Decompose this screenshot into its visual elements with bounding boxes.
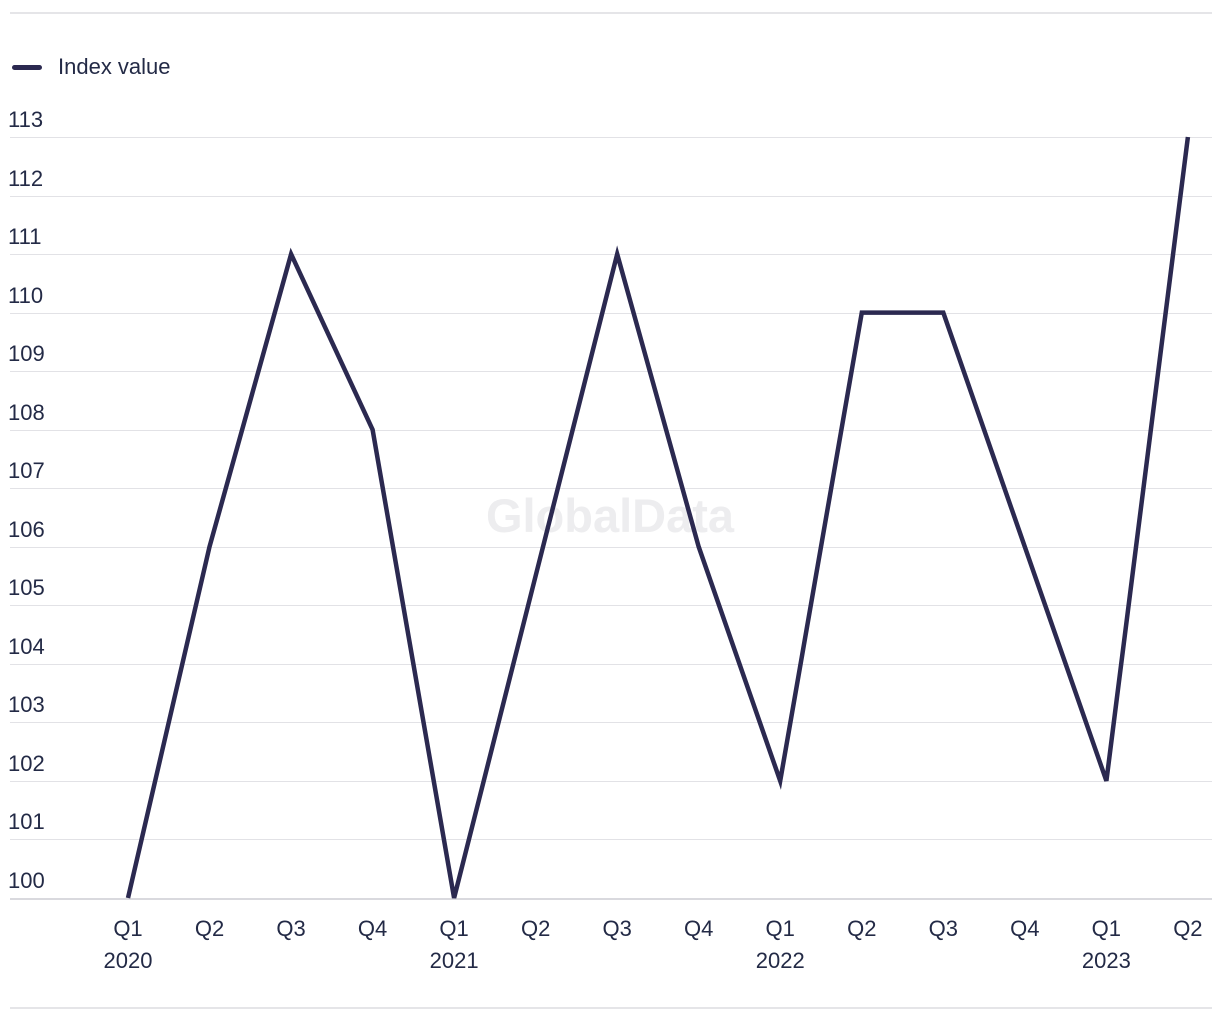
gridline — [10, 839, 1212, 841]
y-axis-label: 105 — [8, 575, 45, 601]
x-axis-year-label: 2020 — [103, 948, 153, 973]
x-axis-label: Q3 — [276, 916, 306, 941]
gridline — [10, 488, 1212, 490]
gridline — [10, 722, 1212, 724]
gridline — [10, 663, 1212, 665]
gridline — [10, 195, 1212, 197]
x-axis-label: Q2 — [194, 916, 225, 941]
x-axis-label: Q2 — [1173, 916, 1203, 941]
x-axis-label: Q2 — [520, 916, 551, 941]
gridline — [10, 371, 1212, 373]
y-axis-label: 110 — [8, 282, 44, 308]
x-axis-label: Q4 — [684, 916, 714, 941]
y-axis-label: 100 — [8, 868, 45, 893]
gridline — [10, 254, 1212, 256]
y-axis-label: 106 — [8, 516, 45, 542]
y-axis-label: 104 — [8, 633, 45, 659]
x-axis-label: Q1 — [439, 916, 469, 941]
x-axis-line — [10, 898, 1212, 900]
y-axis-label: 107 — [8, 458, 45, 484]
x-axis-year-label: 2021 — [429, 948, 479, 973]
y-axis-label: 112 — [8, 165, 44, 191]
legend-item-index-value[interactable]: Index value — [12, 54, 171, 80]
x-axis-label: Q4 — [1010, 916, 1040, 941]
x-axis-label: Q2 — [847, 916, 877, 941]
y-axis-label: 108 — [8, 399, 45, 425]
y-axis-label: 101 — [8, 809, 45, 835]
gridline — [10, 780, 1212, 782]
x-axis-label: Q1 — [113, 916, 143, 941]
gridline — [10, 312, 1212, 314]
y-axis-label: 109 — [8, 341, 45, 367]
x-axis-label: Q1 — [1091, 916, 1122, 941]
y-axis-label: 102 — [8, 750, 45, 776]
y-axis-label: 113 — [8, 107, 44, 132]
legend-line-swatch — [12, 64, 42, 70]
x-axis-label: Q1 — [765, 916, 795, 941]
bottom-divider — [10, 1007, 1212, 1009]
y-axis-label: 111 — [8, 224, 42, 250]
gridline — [10, 137, 1212, 138]
x-axis-label: Q4 — [357, 916, 388, 941]
x-axis-label: Q3 — [928, 916, 958, 941]
gridline — [10, 429, 1212, 431]
gridline — [10, 546, 1212, 548]
x-axis-year-label: 2022 — [755, 948, 805, 973]
gridline — [10, 605, 1212, 607]
legend: Index value — [12, 52, 171, 82]
top-divider — [10, 12, 1212, 14]
legend-label: Index value — [58, 54, 171, 79]
x-axis-year-label: 2023 — [1081, 948, 1131, 973]
y-axis-label: 103 — [8, 692, 45, 718]
x-axis-label: Q3 — [602, 916, 632, 941]
